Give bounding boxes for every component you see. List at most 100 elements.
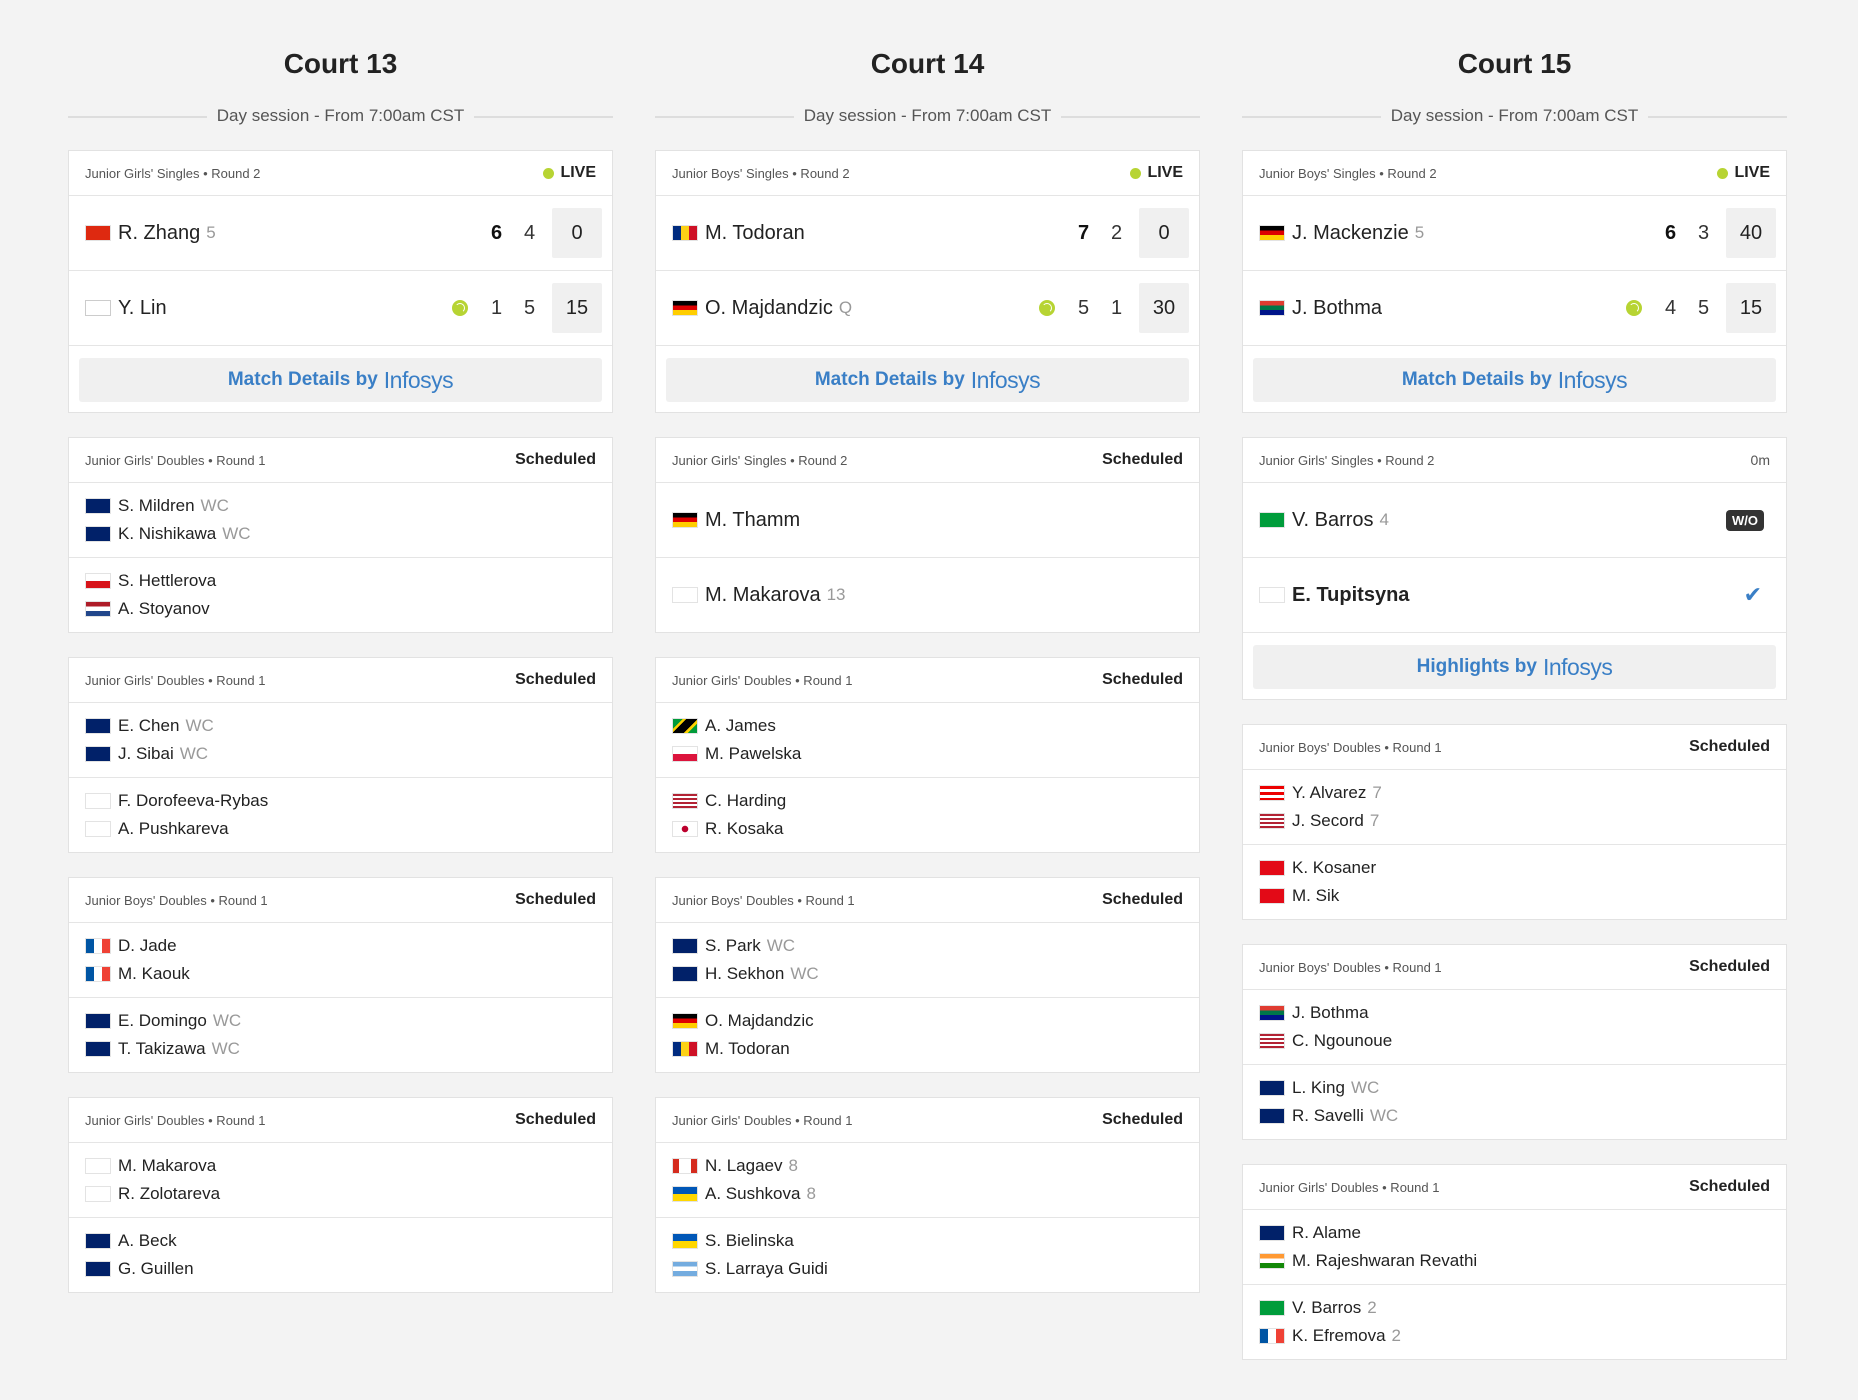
- player-name[interactable]: K. Efremova: [1292, 1326, 1386, 1345]
- court-title: Court 13: [283, 48, 398, 79]
- flag-icon: [1259, 785, 1285, 801]
- player-name[interactable]: M. Makarova: [705, 583, 821, 606]
- player: K. Efremova 2: [1259, 1322, 1770, 1350]
- session-label: Day session - From 7:00am CST: [1380, 106, 1649, 125]
- player-name[interactable]: J. Mackenzie: [1292, 221, 1409, 244]
- player-name[interactable]: A. Stoyanov: [118, 599, 210, 618]
- player-name[interactable]: Y. Alvarez: [1292, 783, 1367, 802]
- player: O. Majdandzic: [672, 1007, 1183, 1035]
- flag-icon: [85, 966, 111, 982]
- player-name[interactable]: K. Nishikawa: [118, 524, 217, 543]
- serving-ball-icon: [1039, 300, 1055, 316]
- player-name[interactable]: L. King: [1292, 1078, 1345, 1097]
- round-label: Junior Girls' Doubles • Round 1: [85, 1112, 266, 1128]
- player-seed: WC: [185, 716, 214, 735]
- button-wrap: Match Details by Infosys: [69, 346, 612, 412]
- flag-icon: [85, 601, 111, 617]
- player-name[interactable]: J. Bothma: [1292, 1003, 1369, 1022]
- match-header: Junior Girls' Singles • Round 2 0m: [1243, 438, 1786, 483]
- player-row: R. Zhang 5 6 4 0: [69, 196, 612, 271]
- player-name[interactable]: M. Pawelska: [705, 744, 802, 763]
- player-name[interactable]: K. Kosaner: [1292, 858, 1377, 877]
- flag-icon: [1259, 225, 1285, 241]
- player-name[interactable]: S. Park: [705, 936, 761, 955]
- match-details-button[interactable]: Match Details by Infosys: [666, 358, 1189, 402]
- player: L. King WC: [1259, 1074, 1770, 1102]
- flag-icon: [85, 1158, 111, 1174]
- match-details-button[interactable]: Match Details by Infosys: [1253, 358, 1776, 402]
- score: 5 1 30: [1039, 283, 1189, 333]
- game-score: 15: [1726, 283, 1776, 333]
- player-name[interactable]: S. Larraya Guidi: [705, 1259, 828, 1278]
- flag-icon: [85, 746, 111, 762]
- match-details-button[interactable]: Match Details by Infosys: [79, 358, 602, 402]
- player-name[interactable]: R. Zhang: [118, 221, 201, 244]
- player-name[interactable]: G. Guillen: [118, 1259, 194, 1278]
- player-name[interactable]: R. Alame: [1292, 1223, 1361, 1242]
- player-name[interactable]: A. James: [705, 716, 776, 735]
- player-name[interactable]: S. Hettlerova: [118, 571, 217, 590]
- match-header: Junior Boys' Doubles • Round 1 Scheduled: [69, 878, 612, 923]
- player-name[interactable]: J. Sibai: [118, 744, 174, 763]
- player-name[interactable]: M. Rajeshwaran Revathi: [1292, 1251, 1478, 1270]
- player-name[interactable]: M. Kaouk: [118, 964, 190, 983]
- player: R. Zolotareva: [85, 1180, 596, 1208]
- player-name[interactable]: M. Sik: [1292, 886, 1340, 905]
- player-name[interactable]: S. Bielinska: [705, 1231, 794, 1250]
- player: M. Pawelska: [672, 740, 1183, 768]
- player-name[interactable]: M. Todoran: [705, 1039, 790, 1058]
- player-name[interactable]: N. Lagaev: [705, 1156, 783, 1175]
- player: O. Majdandzic Q: [672, 297, 1039, 320]
- court-title: Court 15: [1457, 48, 1572, 79]
- player-name[interactable]: Y. Lin: [118, 296, 167, 319]
- player-seed: 5: [1414, 223, 1425, 242]
- player-name[interactable]: J. Bothma: [1292, 296, 1383, 319]
- player-name[interactable]: E. Tupitsyna: [1292, 583, 1410, 606]
- flag-icon: [1259, 860, 1285, 876]
- flag-icon: [85, 821, 111, 837]
- player-name[interactable]: O. Majdandzic: [705, 296, 833, 319]
- player-name[interactable]: C. Harding: [705, 791, 787, 810]
- player-name[interactable]: T. Takizawa: [118, 1039, 206, 1058]
- player-name[interactable]: E. Domingo: [118, 1011, 207, 1030]
- player-name[interactable]: E. Chen: [118, 716, 180, 735]
- match-card: Junior Boys' Doubles • Round 1 Scheduled S…: [655, 877, 1200, 1073]
- flag-icon: [1259, 1328, 1285, 1344]
- flag-icon: [1259, 1300, 1285, 1316]
- player-name[interactable]: F. Dorofeeva-Rybas: [118, 791, 269, 810]
- team-row: Y. Alvarez 7 J. Secord 7: [1243, 770, 1786, 845]
- match-header: Junior Boys' Doubles • Round 1 Scheduled: [656, 878, 1199, 923]
- player: A. Sushkova 8: [672, 1180, 1183, 1208]
- player-name[interactable]: H. Sekhon: [705, 964, 785, 983]
- player-name[interactable]: D. Jade: [118, 936, 177, 955]
- player-name[interactable]: A. Sushkova: [705, 1184, 801, 1203]
- round-label: Junior Girls' Singles • Round 2: [672, 452, 848, 468]
- infosys-logo: Infosys: [970, 366, 1041, 393]
- player-name[interactable]: V. Barros: [1292, 508, 1374, 531]
- player-name[interactable]: J. Secord: [1292, 811, 1364, 830]
- player-name[interactable]: S. Mildren: [118, 496, 195, 515]
- flag-icon: [1259, 813, 1285, 829]
- player-name[interactable]: R. Kosaka: [705, 819, 784, 838]
- set-score: 4: [1664, 296, 1677, 319]
- match-status: Scheduled: [1689, 1178, 1770, 1196]
- player-name[interactable]: M. Makarova: [118, 1156, 217, 1175]
- flag-icon: [85, 573, 111, 589]
- player-name[interactable]: M. Todoran: [705, 221, 805, 244]
- player-name[interactable]: A. Beck: [118, 1231, 177, 1250]
- player: E. Domingo WC: [85, 1007, 596, 1035]
- player-name[interactable]: V. Barros: [1292, 1298, 1362, 1317]
- player-name[interactable]: M. Thamm: [705, 508, 801, 531]
- session-divider: Day session - From 7:00am CST: [68, 102, 613, 130]
- player-name[interactable]: C. Ngounoue: [1292, 1031, 1393, 1050]
- highlights-button[interactable]: Highlights by Infosys: [1253, 645, 1776, 689]
- player: S. Larraya Guidi: [672, 1255, 1183, 1283]
- player-name[interactable]: A. Pushkareva: [118, 819, 229, 838]
- player: F. Dorofeeva-Rybas: [85, 787, 596, 815]
- match-card: Junior Girls' Singles • Round 2 0m V. Barr…: [1242, 437, 1787, 700]
- flag-icon: [85, 300, 111, 316]
- player-name[interactable]: R. Zolotareva: [118, 1184, 221, 1203]
- player-name[interactable]: O. Majdandzic: [705, 1011, 814, 1030]
- player-seed: 7: [1369, 811, 1380, 830]
- player-name[interactable]: R. Savelli: [1292, 1106, 1364, 1125]
